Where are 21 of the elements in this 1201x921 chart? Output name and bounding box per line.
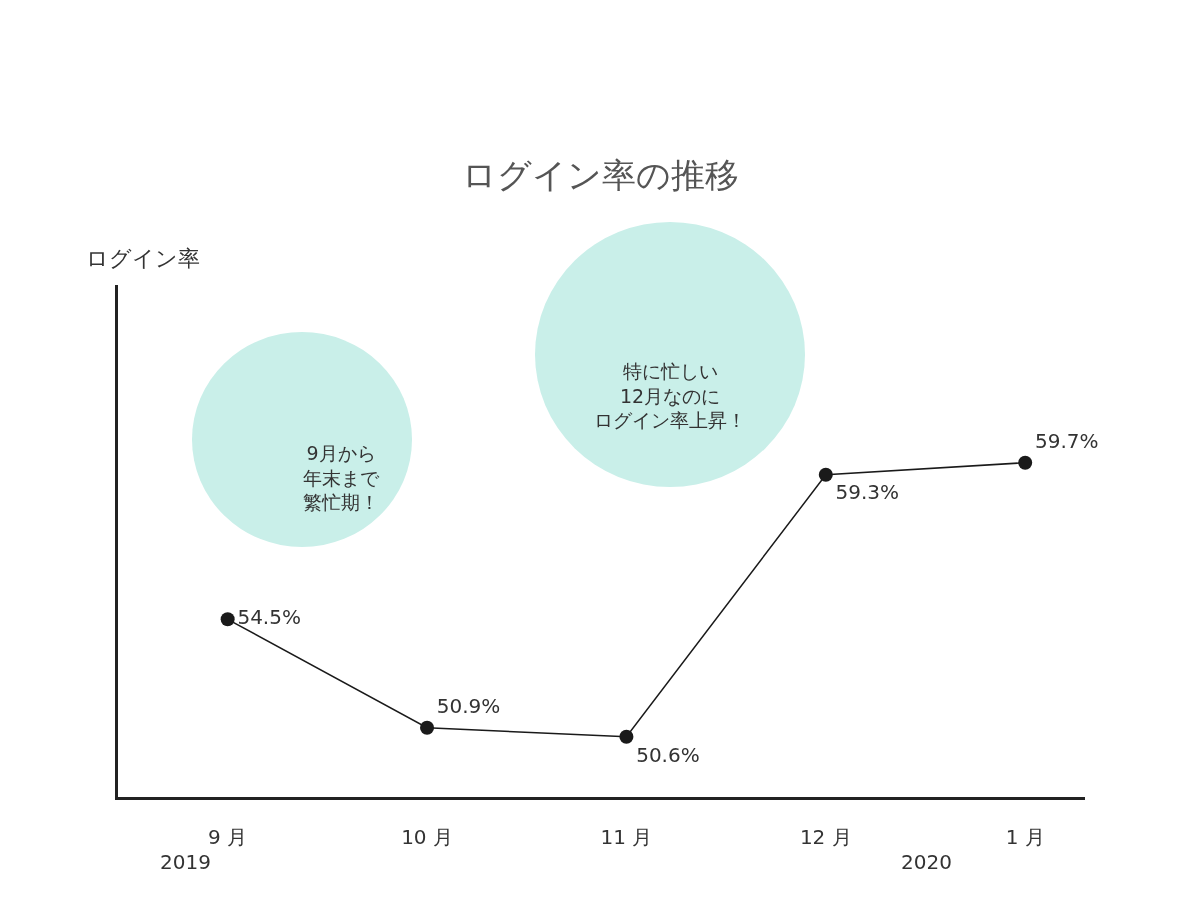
data-label: 50.9%	[436, 693, 501, 718]
point	[420, 720, 435, 735]
text: 2020	[901, 850, 952, 874]
data-label: 54.5%	[237, 605, 301, 630]
point	[1018, 455, 1033, 470]
text: 2019	[160, 850, 211, 874]
x-tick-label: 11 月	[600, 825, 653, 849]
point	[220, 612, 235, 627]
x-tick-label: 1 月	[1005, 825, 1045, 849]
x-tick-label: 12 月	[799, 825, 852, 849]
x-tick-label: 10 月	[401, 825, 453, 849]
annotation: 特に忙しい12月なのにログイン率上昇！	[594, 360, 746, 432]
x-tick-label: 9 月	[208, 825, 248, 849]
annotation: 9月から年末まで繁忙期！	[303, 442, 380, 514]
data-label: 59.3%	[835, 480, 900, 505]
point	[619, 729, 634, 744]
data-label: 50.6%	[636, 742, 700, 767]
chart-title: ログイン率の推移	[462, 154, 739, 195]
data-label: 59.7%	[1034, 428, 1099, 453]
point	[818, 467, 833, 482]
y-axis-title: ログイン率	[86, 246, 200, 271]
